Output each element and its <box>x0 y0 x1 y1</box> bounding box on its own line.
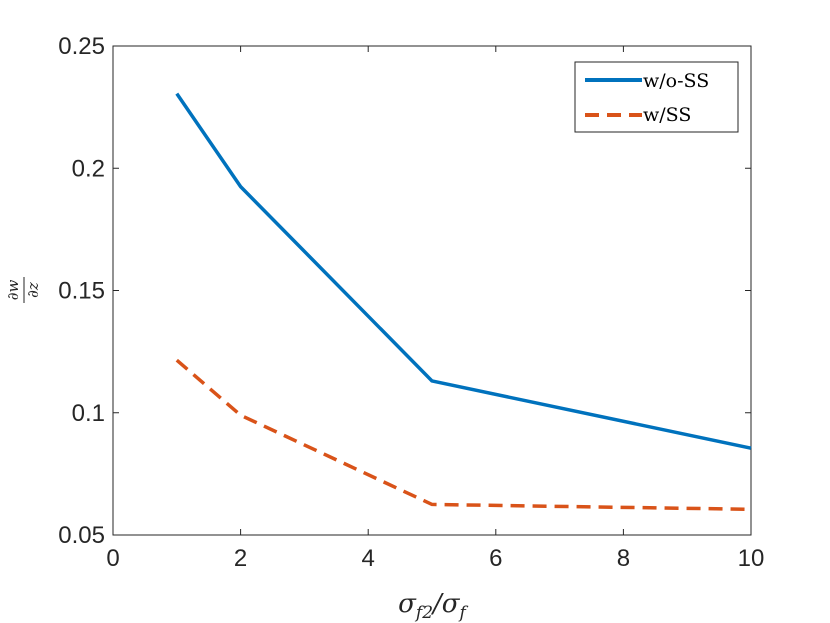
x-tick-label: 10 <box>738 545 765 572</box>
y-tick-label: 0.2 <box>72 155 105 182</box>
legend: w/o-SS w/SS <box>574 61 739 133</box>
legend-label-w-ss: w/SS <box>643 104 691 126</box>
x-tick-label: 8 <box>617 545 630 572</box>
x-tick-label: 6 <box>489 545 502 572</box>
x-axis: 0 2 4 6 8 10 <box>106 46 764 572</box>
y-axis-title-denominator: ∂z <box>24 282 42 298</box>
legend-box <box>574 61 739 133</box>
y-tick-label: 0.1 <box>72 400 105 427</box>
y-axis: 0.05 0.1 0.15 0.2 0.25 <box>58 33 751 549</box>
series-layer <box>175 92 752 512</box>
legend-label-w-o-ss: w/o-SS <box>643 70 709 92</box>
x-axis-title: σf2/σf <box>398 589 468 623</box>
x-tick-label: 0 <box>106 545 119 572</box>
series-line-w-ss <box>175 358 752 512</box>
y-tick-label: 0.25 <box>58 33 105 60</box>
y-tick-label: 0.15 <box>58 278 105 305</box>
y-axis-title: ∂w ∂z <box>4 277 42 303</box>
x-tick-label: 2 <box>234 545 247 572</box>
y-axis-title-numerator: ∂w <box>4 280 22 301</box>
series-line-w-o-ss <box>175 92 752 450</box>
y-tick-label: 0.05 <box>58 522 105 549</box>
x-tick-label: 4 <box>362 545 375 572</box>
x-axis-title-text: σf2/σf <box>398 589 468 623</box>
